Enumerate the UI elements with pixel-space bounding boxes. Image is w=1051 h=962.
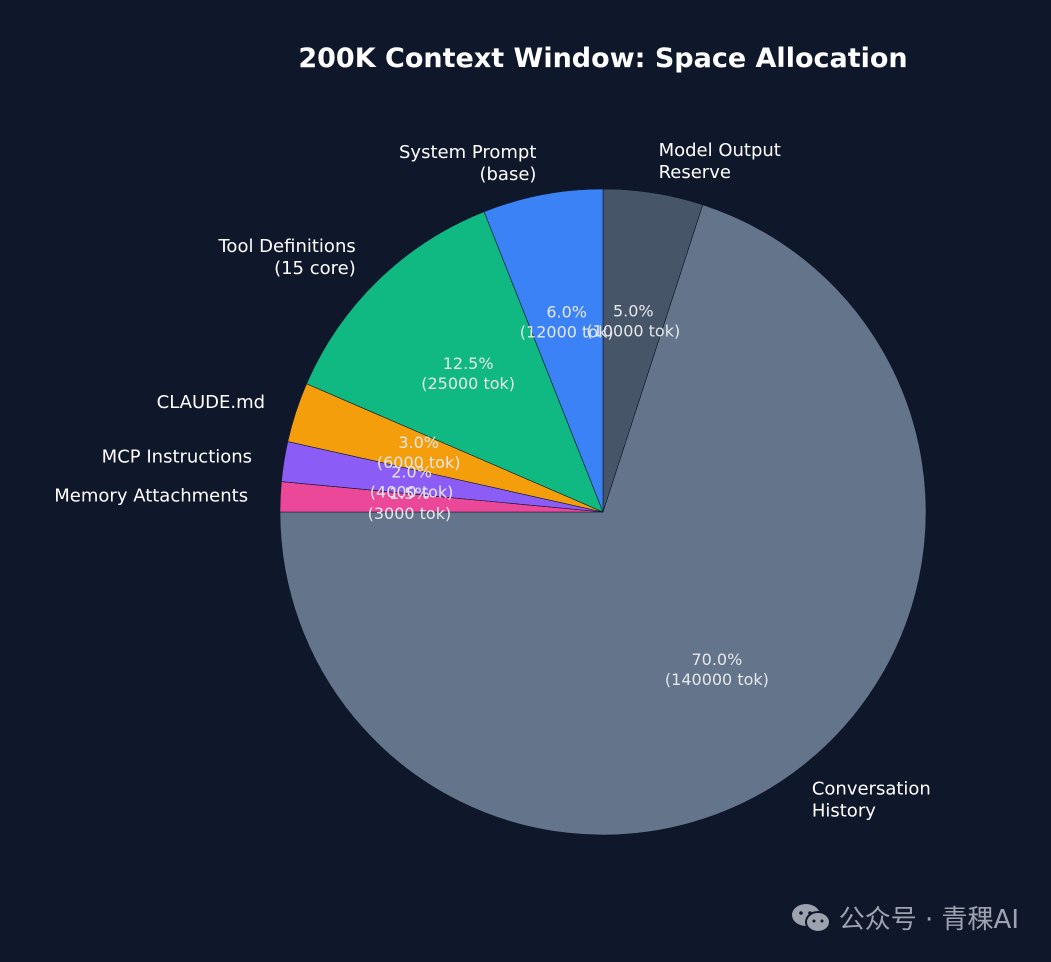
slice-tokens-mcp-instructions: (4000 tok) <box>370 483 454 502</box>
slice-label-conversation-history: Conversation History <box>812 778 931 821</box>
slice-percent-memory-attachments: 1.5% <box>389 484 430 503</box>
pie-slice-tool-definitions-15-core <box>306 211 604 513</box>
pie-slice-conversation-history <box>279 204 927 836</box>
slice-percent-tool-definitions-15-core: 12.5% <box>443 354 494 373</box>
pie-slice-system-prompt-base <box>483 188 604 513</box>
slice-percent-model-output-reserve: 5.0% <box>613 302 654 321</box>
wechat-icon <box>791 903 831 933</box>
pie-outer-labels: Model Output Reserve Conversation History Me… <box>54 140 931 821</box>
slice-label-system-prompt-base: System Prompt (base) <box>399 142 536 185</box>
slice-tokens-claude-md: (6000 tok) <box>377 453 461 472</box>
slice-label-claude-md: CLAUDE.md <box>157 392 265 413</box>
watermark: 公众号 · 青稞AI <box>791 899 1019 936</box>
chart-title: 200K Context Window: Space Allocation <box>298 43 907 74</box>
slice-tokens-memory-attachments: (3000 tok) <box>368 504 452 523</box>
slice-label-mcp-instructions: MCP Instructions <box>102 446 252 467</box>
slice-label-tool-definitions-15-core: Tool Definitions (15 core) <box>218 236 356 279</box>
slice-percent-system-prompt-base: 6.0% <box>546 303 587 322</box>
slice-percent-claude-md: 3.0% <box>398 433 439 452</box>
watermark-text: 公众号 · 青稞AI <box>838 905 1019 935</box>
slice-percent-mcp-instructions: 2.0% <box>391 463 432 482</box>
slice-label-model-output-reserve: Model Output Reserve <box>659 140 781 183</box>
slice-tokens-conversation-history: (140000 tok) <box>665 670 769 689</box>
slice-tokens-system-prompt-base: (12000 tok) <box>520 323 614 342</box>
slice-label-memory-attachments: Memory Attachments <box>54 485 248 506</box>
pie-slices <box>279 188 927 836</box>
slice-tokens-tool-definitions-15-core: (25000 tok) <box>421 374 515 393</box>
slice-percent-conversation-history: 70.0% <box>691 650 742 669</box>
slice-tokens-model-output-reserve: (10000 tok) <box>586 322 680 341</box>
pie-inner-labels: 5.0%(10000 tok) 70.0%(140000 tok) 1.5%(300… <box>368 302 769 689</box>
